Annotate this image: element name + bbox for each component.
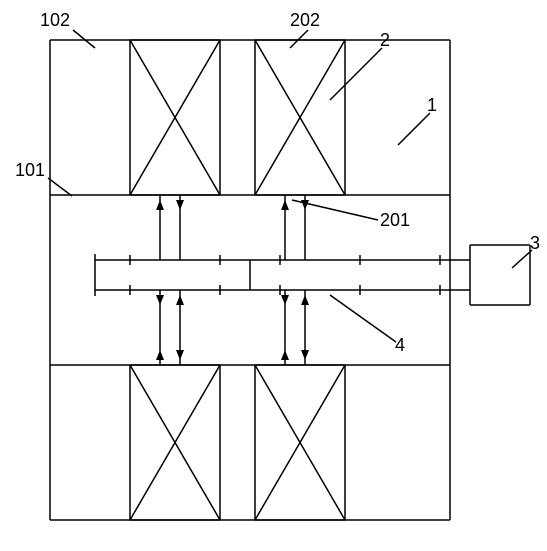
label-2: 2 [380, 30, 390, 51]
diagram-svg [0, 0, 547, 551]
label-101: 101 [15, 160, 45, 181]
label-102: 102 [40, 10, 70, 31]
diagram-canvas: 1 2 3 4 101 102 201 202 [0, 0, 547, 551]
label-201: 201 [380, 210, 410, 231]
label-3: 3 [530, 233, 540, 254]
label-1: 1 [427, 95, 437, 116]
label-202: 202 [290, 10, 320, 31]
label-4: 4 [395, 335, 405, 356]
